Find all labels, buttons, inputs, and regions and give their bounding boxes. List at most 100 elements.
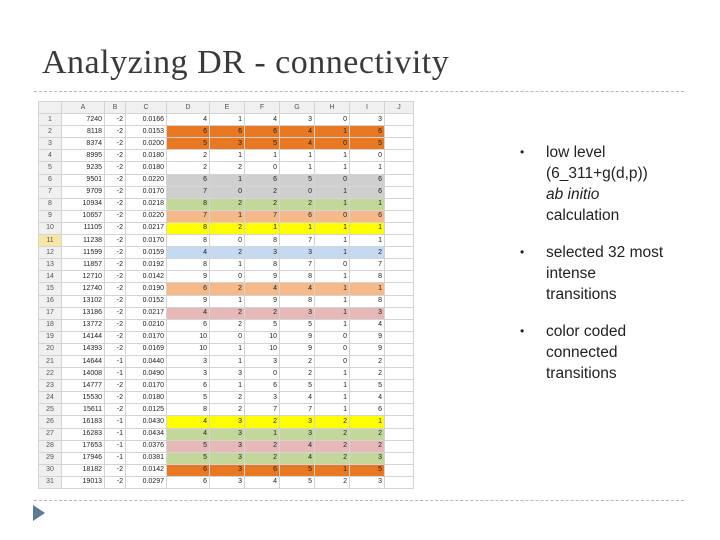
top-divider [34, 91, 684, 92]
row-number: 27 [38, 427, 62, 441]
table-row: 13 11857 -2 0.0192 8 1 8 7 0 7 [38, 258, 414, 272]
row-number: 1 [38, 113, 62, 127]
table-cell: 2 [166, 149, 210, 163]
table-cell: 2 [209, 197, 245, 211]
table-cell: -2 [104, 137, 126, 151]
table-cell: 2 [349, 439, 385, 453]
table-cell: 7 [244, 403, 280, 417]
table-cell: 4 [244, 113, 280, 127]
table-cell: 6 [166, 463, 210, 477]
table-cell: 2 [244, 197, 280, 211]
table-cell [384, 415, 414, 429]
table-cell: 0.0159 [125, 246, 167, 260]
slide-title: Analyzing DR - connectivity [42, 44, 450, 81]
table-cell: 5 [349, 463, 385, 477]
table-cell: 3 [209, 415, 245, 429]
table-cell: 9 [279, 330, 315, 344]
table-cell [384, 379, 414, 393]
table-cell: 2 [209, 282, 245, 296]
table-cell: 1 [314, 294, 350, 308]
table-row: 20 14393 -2 0.0169 10 1 10 9 0 9 [38, 342, 414, 356]
table-cell: 3 [209, 463, 245, 477]
table-cell: 3 [209, 427, 245, 441]
table-cell: 2 [166, 161, 210, 175]
table-cell: 1 [314, 197, 350, 211]
table-cell: 6 [349, 209, 385, 223]
table-row: 26 16183 -1 0.0430 4 3 2 3 2 1 [38, 415, 414, 429]
table-row: 12 11599 -2 0.0159 4 2 3 3 1 2 [38, 246, 414, 260]
table-cell: 6 [244, 173, 280, 187]
table-cell [384, 209, 414, 223]
table-cell: 10 [244, 342, 280, 356]
table-row: 7 9709 -2 0.0170 7 0 2 0 1 6 [38, 185, 414, 199]
table-cell: 1 [314, 391, 350, 405]
row-number: 6 [38, 173, 62, 187]
table-cell [384, 270, 414, 284]
row-number: 20 [38, 342, 62, 356]
table-cell: -2 [104, 463, 126, 477]
table-cell: 0 [279, 185, 315, 199]
table-cell: 1 [209, 113, 245, 127]
table-cell: 8 [349, 294, 385, 308]
table-cell: 0.0217 [125, 306, 167, 320]
table-cell: 0 [209, 330, 245, 344]
table-cell: 8 [244, 258, 280, 272]
table-cell: 5 [279, 173, 315, 187]
table-cell: 3 [349, 451, 385, 465]
row-number: 15 [38, 282, 62, 296]
table-cell: 8 [166, 403, 210, 417]
table-cell: 0.0166 [125, 113, 167, 127]
table-cell: 14777 [61, 379, 105, 393]
table-row: 4 8995 -2 0.0180 2 1 1 1 1 0 [38, 149, 414, 163]
column-header: A [61, 100, 105, 115]
table-cell: 6 [166, 282, 210, 296]
bullet-text: (6_311+g(d,p)) [546, 165, 648, 182]
table-row: 17 13186 -2 0.0217 4 2 2 3 1 3 [38, 306, 414, 320]
table-cell: 7 [279, 403, 315, 417]
table-cell: 1 [209, 342, 245, 356]
table-cell: 3 [209, 439, 245, 453]
row-number: 26 [38, 415, 62, 429]
table-row: 25 15611 -2 0.0125 8 2 7 7 1 6 [38, 403, 414, 417]
table-cell: 5 [244, 318, 280, 332]
table-row: 14 12710 -2 0.0142 9 0 9 8 1 8 [38, 270, 414, 284]
table-cell: 0 [314, 173, 350, 187]
table-cell: 9501 [61, 173, 105, 187]
table-cell: 0.0490 [125, 367, 167, 381]
table-cell: 0.0430 [125, 415, 167, 429]
table-cell: 0 [209, 185, 245, 199]
table-cell: 6 [166, 173, 210, 187]
table-cell [384, 234, 414, 248]
next-slide-arrow-icon[interactable] [33, 505, 45, 521]
table-row: 9 10657 -2 0.0220 7 1 7 6 0 6 [38, 209, 414, 223]
table-cell: 0.0190 [125, 282, 167, 296]
table-cell: 0.0297 [125, 475, 167, 490]
table-row: 10 11105 -2 0.0217 8 2 1 1 1 1 [38, 221, 414, 236]
bullet-text: selected 32 most [546, 244, 664, 261]
table-cell: 1 [349, 197, 385, 211]
table-cell: 13102 [61, 294, 105, 308]
table-cell: 9 [279, 342, 315, 356]
table-row: 6 9501 -2 0.0220 6 1 6 5 0 6 [38, 173, 414, 187]
table-cell: 4 [279, 282, 315, 296]
table-cell: 4 [279, 391, 315, 405]
table-cell: 6 [166, 318, 210, 332]
table-row: 15 12740 -2 0.0190 6 2 4 4 1 1 [38, 282, 414, 296]
table-cell: 1 [349, 282, 385, 296]
row-number: 8 [38, 197, 62, 211]
table-cell: 0 [349, 149, 385, 163]
table-cell: 2 [209, 221, 245, 236]
row-number: 28 [38, 439, 62, 453]
column-header: I [349, 100, 385, 115]
table-cell: -2 [104, 475, 126, 490]
table-cell: 6 [166, 379, 210, 393]
table-row: 27 16283 -1 0.0434 4 3 1 3 2 2 [38, 427, 414, 441]
table-cell: 3 [279, 113, 315, 127]
table-cell: -1 [104, 427, 126, 441]
table-cell: 1 [349, 161, 385, 175]
table-cell: 5 [166, 391, 210, 405]
table-cell: 3 [209, 451, 245, 465]
table-cell: 0.0180 [125, 391, 167, 405]
table-cell: 8374 [61, 137, 105, 151]
table-cell: 0 [314, 113, 350, 127]
